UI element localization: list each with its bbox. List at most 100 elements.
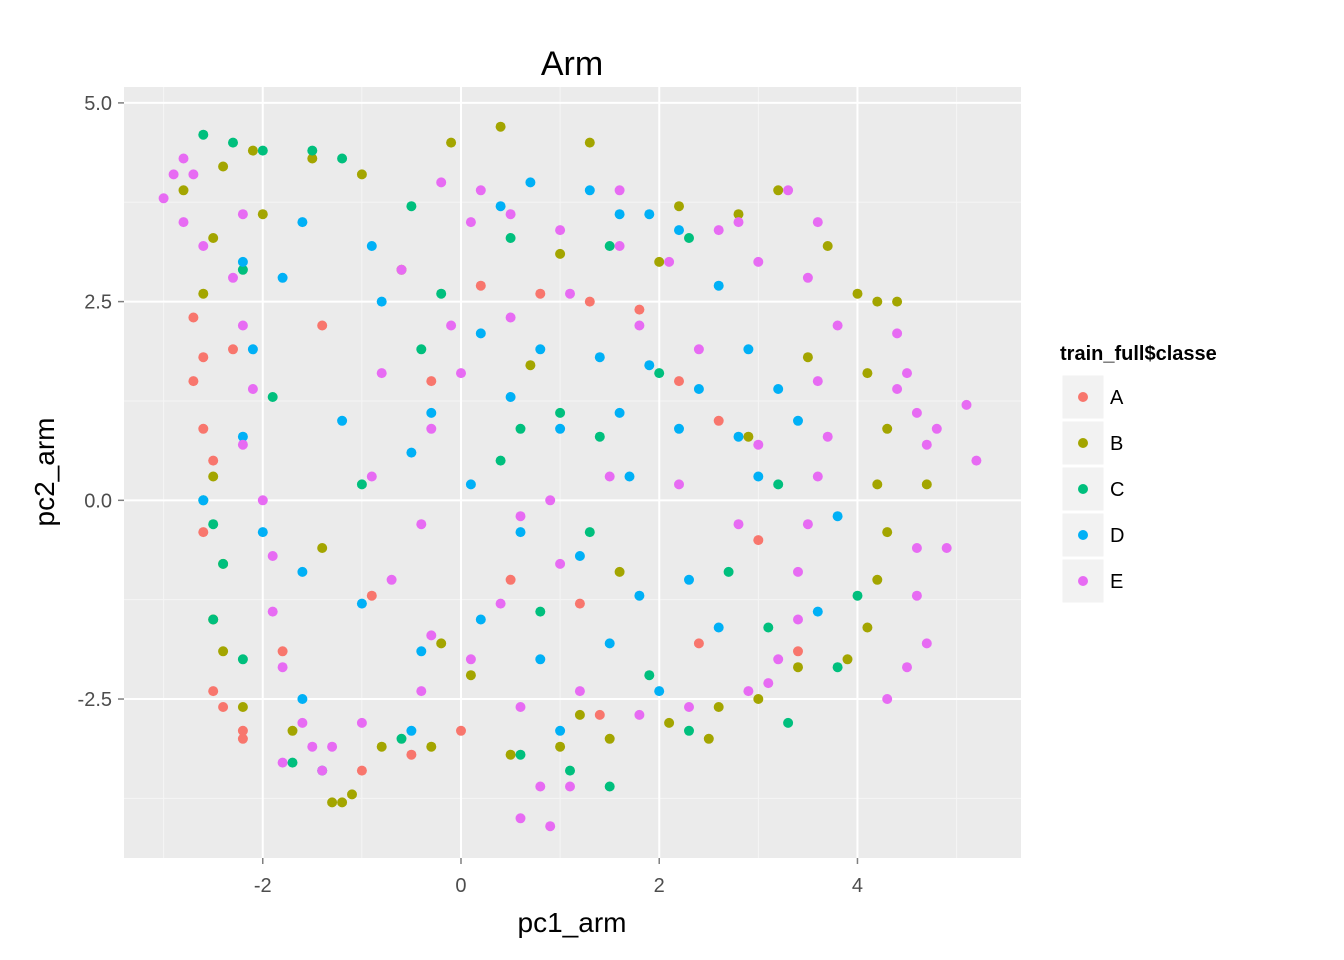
point-B (465, 670, 476, 681)
point-A (426, 376, 437, 387)
point-D (475, 328, 486, 339)
point-A (406, 749, 417, 760)
point-D (773, 384, 784, 394)
point-C (337, 153, 348, 164)
legend-swatch-A (1078, 392, 1088, 402)
legend-title: train_full$classe (1060, 343, 1217, 365)
point-A (198, 352, 209, 363)
point-C (416, 344, 427, 355)
point-E (753, 256, 764, 267)
point-C (505, 233, 516, 243)
chart-title: Arm (541, 45, 603, 83)
point-D (515, 527, 526, 538)
point-A (693, 638, 704, 649)
point-E (793, 614, 803, 625)
point-E (515, 511, 526, 522)
point-E (545, 821, 556, 832)
point-A (713, 415, 724, 426)
point-D (356, 598, 367, 609)
point-D (654, 686, 665, 697)
y-axis-ticks: -2.5 0.0 2.5 5.0 (78, 93, 124, 711)
point-B (356, 169, 367, 180)
point-D (614, 209, 625, 220)
point-E (426, 630, 437, 641)
point-E (505, 312, 516, 323)
point-E (158, 193, 169, 204)
point-C (198, 129, 209, 140)
point-D (555, 423, 566, 434)
point-D (247, 344, 258, 355)
point-C (763, 622, 774, 633)
point-D (366, 241, 377, 251)
point-B (307, 153, 318, 164)
point-B (872, 479, 883, 490)
point-E (465, 654, 476, 665)
point-E (971, 455, 982, 466)
point-A (317, 320, 328, 331)
point-B (703, 733, 714, 744)
point-E (961, 399, 972, 410)
point-E (416, 686, 427, 697)
point-B (584, 137, 595, 148)
point-C (237, 264, 248, 275)
point-E (911, 543, 922, 553)
point-D (535, 654, 546, 665)
point-B (347, 789, 357, 800)
point-C (208, 519, 219, 530)
point-E (802, 519, 813, 530)
point-B (713, 702, 724, 712)
point-E (802, 272, 813, 283)
point-A (634, 304, 645, 315)
point-B (862, 368, 873, 379)
point-E (614, 241, 625, 251)
point-C (604, 781, 615, 792)
point-B (495, 121, 506, 132)
point-D (426, 407, 437, 418)
point-D (684, 574, 694, 585)
x-axis-title: pc1_arm (518, 907, 627, 938)
point-D (574, 551, 585, 561)
point-E (664, 256, 675, 267)
data-points (158, 121, 982, 832)
point-D (257, 527, 268, 538)
point-D (525, 177, 536, 188)
point-E (327, 741, 338, 752)
point-E (902, 368, 912, 379)
point-A (674, 376, 684, 387)
point-B (733, 209, 744, 220)
point-A (208, 455, 219, 466)
point-D (237, 256, 248, 267)
point-B (327, 797, 338, 808)
point-C (287, 757, 298, 768)
point-C (307, 145, 318, 156)
point-E (812, 217, 823, 228)
point-C (515, 749, 526, 760)
legend-label-E: E (1110, 571, 1123, 593)
legend-label-A: A (1110, 387, 1124, 409)
point-A (228, 344, 238, 355)
point-D (406, 447, 417, 458)
point-E (297, 717, 308, 728)
point-E (376, 368, 387, 379)
point-E (267, 551, 278, 561)
point-E (753, 439, 764, 450)
point-A (594, 709, 605, 720)
y-tick-label: 5.0 (84, 93, 112, 115)
point-B (337, 797, 348, 808)
point-E (237, 320, 248, 331)
legend-swatch-E (1078, 576, 1088, 586)
point-E (574, 686, 585, 697)
point-E (436, 177, 447, 188)
point-C (237, 654, 248, 665)
point-E (822, 431, 833, 442)
point-E (931, 423, 942, 434)
point-B (555, 248, 566, 259)
point-D (604, 638, 615, 649)
point-D (713, 280, 724, 291)
point-C (228, 137, 238, 148)
point-C (773, 479, 784, 490)
point-A (188, 376, 199, 387)
point-D (594, 352, 605, 363)
point-E (237, 209, 248, 220)
